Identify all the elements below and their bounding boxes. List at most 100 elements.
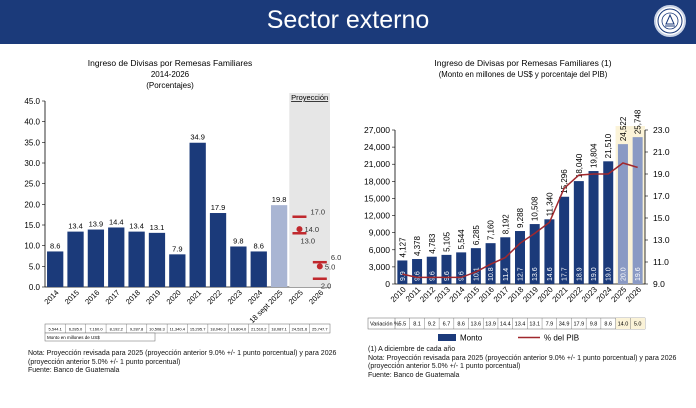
- x-tick-label: 2022: [565, 285, 584, 304]
- table-cell: 8,192.2: [110, 327, 124, 332]
- page-header: Sector externo: [0, 0, 696, 44]
- note-line: Fuente: Banco de Guatemala: [368, 371, 460, 379]
- data-label: 2.0: [321, 282, 331, 291]
- pib-label: 19.0: [606, 267, 613, 281]
- data-label: 6.0: [331, 253, 341, 262]
- y-tick-label-left: 12,000: [364, 211, 390, 221]
- data-label: 6,285: [472, 225, 481, 246]
- table-cell: 13.6: [471, 322, 482, 328]
- data-label: 21,510: [604, 133, 613, 158]
- data-label: 5,105: [442, 231, 451, 252]
- y-tick-label-left: 21,000: [364, 159, 390, 169]
- y-tick-label-left: 24,000: [364, 142, 390, 152]
- data-label: 8.6: [50, 241, 60, 250]
- x-tick-label: 2016: [477, 285, 496, 304]
- table-cell: 13.9: [485, 322, 496, 328]
- x-tick-label: 2023: [226, 288, 244, 306]
- note-line: Nota: Proyección revisada para 2025 (pro…: [368, 354, 677, 362]
- legend-label-line: % del PIB: [544, 334, 579, 343]
- legend-label-bars: Monto: [460, 334, 483, 343]
- data-label: 13.4: [129, 222, 144, 231]
- pib-label: 11.4: [503, 268, 510, 281]
- x-tick-label: 2025: [287, 288, 305, 306]
- x-tick-label: 2010: [389, 285, 408, 304]
- pib-label: 9.6: [459, 271, 466, 281]
- x-tick-label: 2012: [418, 285, 437, 304]
- table-cell: 19,804.0: [231, 327, 247, 332]
- pib-label: 19.6: [635, 267, 642, 281]
- data-label: 19,804: [590, 143, 599, 168]
- table-cell: 9,287.8: [130, 327, 144, 332]
- data-label: 18,040: [575, 153, 584, 178]
- data-label: 4,127: [398, 237, 407, 258]
- bar: [47, 251, 64, 287]
- bar: [397, 260, 408, 284]
- bar: [559, 196, 570, 284]
- y-tick-label-right: 15.0: [653, 213, 670, 223]
- data-label: 15,296: [560, 169, 569, 194]
- data-label: 34.9: [190, 133, 205, 142]
- table-cell: 7.9: [546, 322, 554, 328]
- table-cell: 6,285.0: [69, 327, 83, 332]
- table-cell: 8.6: [604, 322, 612, 328]
- y-tick-label: 30.0: [24, 159, 40, 168]
- data-label: 4,378: [413, 235, 422, 256]
- bar: [500, 237, 511, 284]
- y-tick-label-left: 27,000: [364, 125, 390, 135]
- y-tick-label-left: 3,000: [369, 262, 391, 272]
- x-tick-label: 2026: [307, 288, 325, 306]
- x-tick-label: 2014: [448, 285, 467, 304]
- table-cell: 9.2: [428, 322, 436, 328]
- data-label: 4,783: [428, 233, 437, 254]
- projection-label: Proyección: [291, 93, 328, 102]
- data-label: 9,288: [516, 207, 525, 228]
- data-label: 14.4: [109, 217, 124, 226]
- pib-label: 19.0: [591, 267, 598, 281]
- data-label: 7.9: [172, 244, 182, 253]
- x-tick-label: 2021: [551, 285, 570, 304]
- data-label: 24,522: [619, 116, 628, 141]
- bar: [515, 231, 525, 284]
- x-tick-label: 2018: [506, 285, 525, 304]
- y-tick-label-right: 9.0: [653, 279, 665, 289]
- table-cell: 34.9: [559, 322, 570, 328]
- y-tick-label: 35.0: [24, 138, 40, 147]
- table-cell: 11,340.4: [170, 327, 186, 332]
- table-cell: 18,040.3: [210, 327, 226, 332]
- x-tick-label: 2016: [83, 288, 101, 306]
- bar: [544, 219, 555, 284]
- data-label: 13.1: [150, 223, 165, 232]
- bar: [87, 229, 105, 287]
- y-tick-label-right: 21.0: [653, 147, 670, 157]
- data-label: 5,544: [457, 229, 466, 250]
- table-cell: 13.4: [515, 322, 526, 328]
- bar: [230, 246, 247, 287]
- table-caption: Monto en millones de US$: [47, 335, 100, 340]
- x-tick-label: 2017: [104, 288, 122, 306]
- chart-subtitle: (Monto en millones de US$ y porcentaje d…: [439, 70, 608, 79]
- y-tick-label-left: 6,000: [369, 245, 391, 255]
- chart-title: Ingreso de Divisas por Remesas Familiare…: [88, 58, 252, 68]
- bar: [603, 161, 614, 284]
- note-line: (proyección anterior 5.0% +/- 1 punto po…: [368, 363, 521, 370]
- table-cell: 18,087.1: [271, 327, 287, 332]
- bar: [617, 144, 628, 284]
- bar: [67, 231, 84, 287]
- pib-label: 14.6: [547, 267, 554, 281]
- table-cell: 24,521.6: [292, 327, 308, 332]
- bar: [426, 256, 437, 284]
- data-label: 8.6: [254, 241, 264, 250]
- y-tick-label: 25.0: [24, 180, 40, 189]
- x-tick-label: 2021: [185, 288, 203, 306]
- y-tick-label: 0.0: [29, 283, 41, 292]
- data-label: 17.0: [310, 208, 325, 217]
- pib-label: 13.6: [532, 267, 539, 281]
- pib-label: 9.6: [415, 271, 422, 281]
- bar: [470, 248, 481, 284]
- table-cell: 8.6: [457, 322, 465, 328]
- table-cell: 21,510.2: [251, 327, 267, 332]
- chart-title: Ingreso de Divisas por Remesas Familiare…: [434, 58, 611, 68]
- pib-label: 10.8: [488, 267, 495, 281]
- note-line: (proyección anterior 5.0% +/- 1 punto po…: [28, 358, 181, 366]
- bar: [148, 232, 166, 287]
